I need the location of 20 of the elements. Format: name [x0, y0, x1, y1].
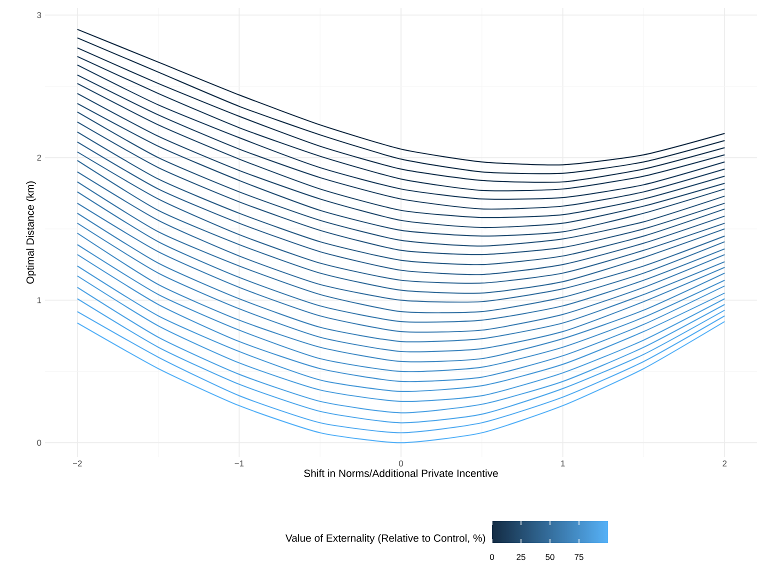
color-bar-label: 25 [516, 554, 526, 560]
x-tick-label: 1 [561, 460, 565, 466]
y-tick-label: 1 [37, 297, 42, 304]
color-bar-label: 0 [490, 554, 494, 560]
color-bar-title: Value of Externality (Relative to Control, %) [285, 534, 486, 544]
color-bar-label: 75 [574, 554, 584, 560]
color-bar-label: 50 [546, 554, 554, 560]
x-tick-label: 0 [398, 460, 404, 466]
x-axis-title: Shift in Norms/Additional Private Incentive [304, 469, 498, 478]
x-tick-label: 2 [722, 460, 727, 466]
x-tick-label: −2 [72, 460, 82, 466]
y-tick-label: 3 [37, 12, 42, 18]
line-series [76, 298, 726, 424]
y-axis-title: Optimal Distance (km) [26, 181, 36, 284]
line-series [76, 286, 726, 414]
y-tick-label: 2 [37, 154, 42, 161]
y-tick-label: 0 [37, 440, 42, 446]
x-tick-label: −1 [234, 460, 244, 466]
line-series [76, 321, 726, 444]
line-series [76, 311, 726, 434]
